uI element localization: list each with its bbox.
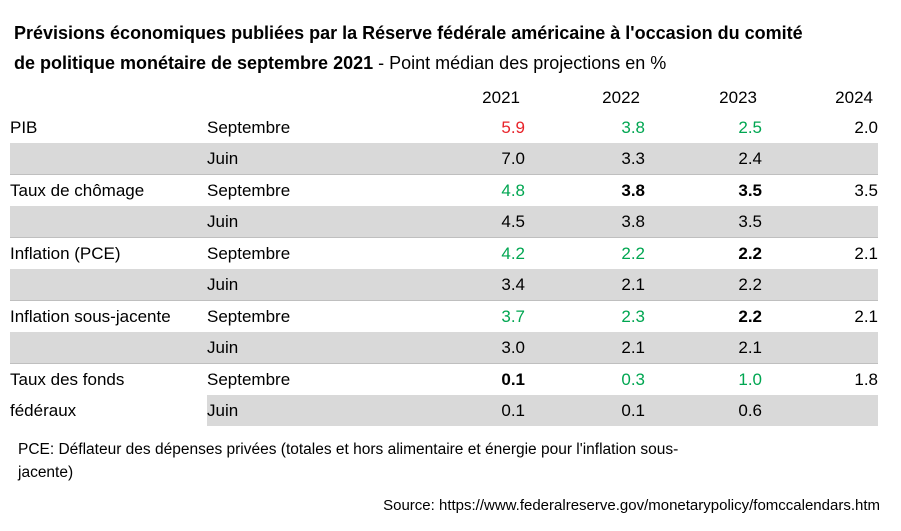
- year-header-2023: 2023: [719, 88, 757, 107]
- table-row: Inflation (PCE) Septembre 4.2 2.2 2.2 2.1: [10, 237, 878, 269]
- source-line: Source: https://www.federalreserve.gov/m…: [383, 497, 880, 514]
- year-header-2021: 2021: [482, 88, 520, 107]
- period-header: [207, 78, 355, 112]
- table-row: Taux des fonds Septembre 0.1 0.3 1.0 1.8: [10, 363, 878, 395]
- value-cell: [762, 206, 878, 238]
- period-cell: Juin: [207, 206, 355, 238]
- value-cell: 3.4: [355, 269, 525, 301]
- value-cell: 2.1: [762, 237, 878, 269]
- period-cell: Septembre: [207, 174, 355, 206]
- footnote-line-1: PCE: Déflateur des dépenses privées (tot…: [18, 441, 679, 458]
- value-cell: 2.2: [645, 269, 762, 301]
- indicator-cell: Taux des fonds: [10, 363, 207, 395]
- value-cell: 0.3: [525, 363, 645, 395]
- indicator-cell: [10, 143, 207, 175]
- table-row: Juin 3.4 2.1 2.2: [10, 269, 878, 301]
- value-cell: 3.8: [621, 117, 645, 137]
- value-cell: 2.5: [738, 117, 762, 137]
- value-cell: 7.0: [355, 143, 525, 175]
- value-cell: 4.5: [355, 206, 525, 238]
- indicator-cell: fédéraux: [10, 395, 207, 426]
- year-header-2024: 2024: [835, 88, 873, 107]
- value-cell: 1.0: [645, 363, 762, 395]
- value-cell: 2.1: [525, 332, 645, 364]
- title-line-2: de politique monétaire de septembre 2021…: [14, 48, 880, 78]
- projections-table: 2021 2022 2023 2024 PIB Septembre 5.9 3.8 2.…: [10, 78, 878, 426]
- table-row: Taux de chômage Septembre 4.8 3.8 3.5 3.5: [10, 174, 878, 206]
- table-row: Juin 4.5 3.8 3.5: [10, 206, 878, 238]
- indicator-cell: Inflation (PCE): [10, 237, 207, 269]
- title-line-2-bold: de politique monétaire de septembre 2021: [14, 53, 374, 73]
- value-cell: 0.1: [525, 395, 645, 426]
- value-cell: 2.4: [645, 143, 762, 175]
- value-cell: 2.1: [762, 300, 878, 332]
- title-line-1-text: Prévisions économiques publiées par la R…: [14, 23, 803, 43]
- title-line-1: Prévisions économiques publiées par la R…: [14, 18, 880, 48]
- value-cell: 3.5: [645, 206, 762, 238]
- indicator-cell: [10, 206, 207, 238]
- value-cell: 2.1: [645, 332, 762, 364]
- indicator-cell: [10, 332, 207, 364]
- value-cell: 2.2: [645, 300, 762, 332]
- page-title: Prévisions économiques publiées par la R…: [14, 18, 880, 78]
- value-cell: 4.2: [355, 237, 525, 269]
- year-header-2022: 2022: [602, 88, 640, 107]
- table-row: PIB Septembre 5.9 3.8 2.5 2.0: [10, 112, 878, 143]
- indicator-cell: Taux de chômage: [10, 174, 207, 206]
- value-cell: 3.7: [355, 300, 525, 332]
- period-cell: Septembre: [207, 300, 355, 332]
- value-cell: [762, 143, 878, 175]
- value-cell: 3.3: [525, 143, 645, 175]
- value-cell: 2.1: [525, 269, 645, 301]
- table-row: Juin 3.0 2.1 2.1: [10, 332, 878, 364]
- indicator-cell: Inflation sous-jacente: [10, 300, 207, 332]
- footnote-line-2: jacente): [18, 464, 74, 481]
- period-cell: Juin: [207, 269, 355, 301]
- value-cell: [762, 395, 878, 426]
- period-cell: Septembre: [207, 237, 355, 269]
- period-cell: Juin: [207, 395, 355, 426]
- period-cell: Juin: [207, 143, 355, 175]
- period-cell: Juin: [207, 332, 355, 364]
- value-cell: 2.2: [525, 237, 645, 269]
- indicator-cell: [10, 269, 207, 301]
- value-cell: 3.5: [762, 174, 878, 206]
- footnote: PCE: Déflateur des dépenses privées (tot…: [18, 438, 880, 484]
- table-row: Inflation sous-jacente Septembre 3.7 2.3 2.2…: [10, 300, 878, 332]
- value-cell: [762, 332, 878, 364]
- table-row: Juin 7.0 3.3 2.4: [10, 143, 878, 175]
- value-cell: 3.8: [525, 206, 645, 238]
- value-cell: 0.1: [355, 363, 525, 395]
- value-cell: 2.3: [525, 300, 645, 332]
- value-cell: 0.6: [645, 395, 762, 426]
- value-cell: 1.8: [762, 363, 878, 395]
- year-header-row: 2021 2022 2023 2024: [10, 78, 878, 112]
- value-cell: 0.1: [355, 395, 525, 426]
- period-cell: Septembre: [207, 117, 291, 137]
- value-cell: 3.0: [355, 332, 525, 364]
- value-cell: 4.8: [355, 174, 525, 206]
- indicator-header: [10, 78, 207, 112]
- value-cell: 5.9: [501, 117, 525, 137]
- projections-tbody: PIB Septembre 5.9 3.8 2.5 2.0 Juin 7.0 3.3 2.4 Tau…: [10, 112, 878, 426]
- table-row: fédéraux Juin 0.1 0.1 0.6: [10, 395, 878, 426]
- value-cell: 3.8: [525, 174, 645, 206]
- indicator-cell: PIB: [10, 117, 38, 137]
- value-cell: 2.0: [854, 117, 878, 137]
- value-cell: 2.2: [645, 237, 762, 269]
- value-cell: 3.5: [645, 174, 762, 206]
- period-cell: Septembre: [207, 363, 355, 395]
- value-cell: [762, 269, 878, 301]
- title-subtitle: - Point médian des projections en %: [373, 53, 667, 73]
